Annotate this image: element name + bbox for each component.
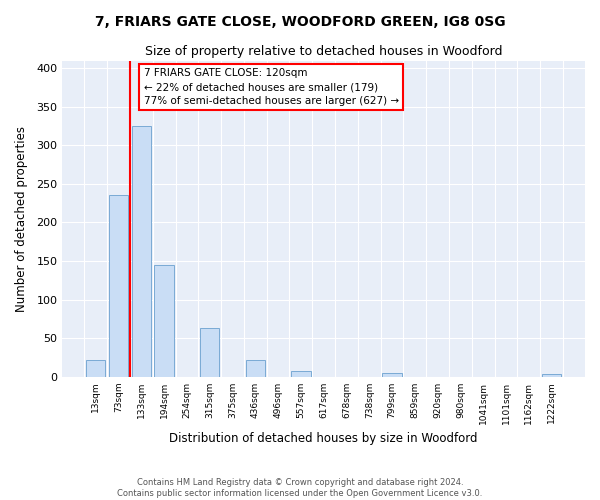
Text: 7 FRIARS GATE CLOSE: 120sqm
← 22% of detached houses are smaller (179)
77% of se: 7 FRIARS GATE CLOSE: 120sqm ← 22% of det…	[143, 68, 399, 106]
Bar	[291, 372, 311, 376]
X-axis label: Distribution of detached houses by size in Woodford: Distribution of detached houses by size …	[169, 432, 478, 445]
Bar	[245, 360, 265, 376]
Bar	[109, 194, 128, 376]
Title: Size of property relative to detached houses in Woodford: Size of property relative to detached ho…	[145, 45, 502, 58]
Text: Contains HM Land Registry data © Crown copyright and database right 2024.
Contai: Contains HM Land Registry data © Crown c…	[118, 478, 482, 498]
Bar	[382, 373, 402, 376]
Bar	[154, 265, 174, 376]
Bar	[200, 328, 220, 376]
Bar	[86, 360, 106, 376]
Y-axis label: Number of detached properties: Number of detached properties	[15, 126, 28, 312]
Bar	[131, 126, 151, 376]
Bar	[542, 374, 561, 376]
Text: 7, FRIARS GATE CLOSE, WOODFORD GREEN, IG8 0SG: 7, FRIARS GATE CLOSE, WOODFORD GREEN, IG…	[95, 15, 505, 29]
